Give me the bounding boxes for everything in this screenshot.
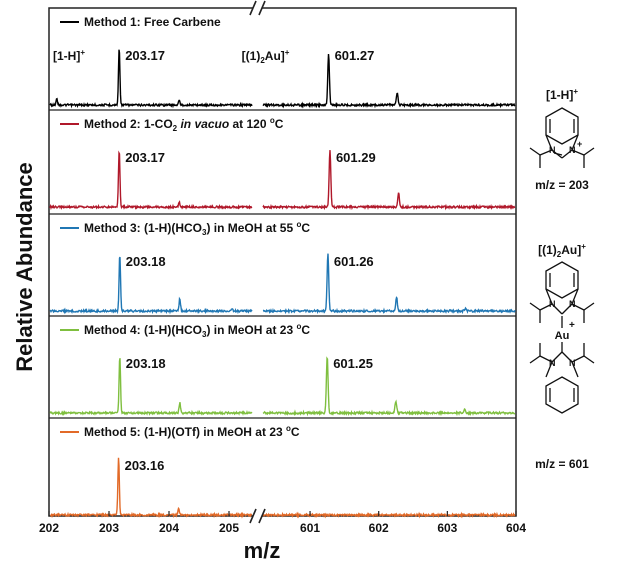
- peak-label: 601.29: [336, 150, 376, 165]
- x-tick-label: 202: [39, 521, 59, 535]
- plot-area: Method 1: Free Carbene 203.17 601.27 [1-H]+…: [39, 0, 526, 535]
- spectrum-trace: [49, 256, 253, 315]
- legend-label: Method 2: 1-CO2​ in vacuo at 120 o​C: [84, 116, 284, 133]
- species-label: [1-H]+: [53, 48, 85, 63]
- monomer-n-left: N: [549, 145, 556, 155]
- benzimidazolium-drawing: [529, 107, 595, 168]
- peak-label: 203.18: [126, 356, 166, 371]
- spectrum-trace: [262, 150, 516, 211]
- legend-label: Method 4: (1-H)(HCO3​) in MeOH at 23 o​C: [84, 322, 310, 339]
- spectrum-trace: [49, 457, 253, 519]
- monomer-n-right: N: [569, 145, 576, 155]
- axis-break-gap: [253, 510, 262, 522]
- axis-break-gap: [253, 2, 262, 14]
- spectrum-trace: [49, 358, 253, 416]
- dimer-n2: N: [569, 299, 576, 309]
- x-tick-label: 204: [159, 521, 179, 535]
- axis-break-mark: [249, 508, 257, 524]
- spectrum-trace: [262, 253, 516, 315]
- legend-label: Method 5: (1-H)(OTf) in MeOH at 23 o​C: [84, 424, 300, 439]
- peak-label: 203.17: [125, 150, 165, 165]
- axis-break-mark: [258, 508, 266, 524]
- x-tick-label: 602: [369, 521, 389, 535]
- x-tick-label: 205: [219, 521, 239, 535]
- gold-dimer-structure: [(1)2Au]+: [529, 242, 595, 471]
- monomer-mz: m/z = 203: [535, 178, 589, 192]
- spectrum-trace: [49, 49, 253, 109]
- spectrum-trace: [262, 53, 516, 109]
- monomer-charge: +: [577, 139, 582, 149]
- peak-label: 601.27: [335, 48, 375, 63]
- axis-break-mark: [249, 0, 257, 16]
- dimer-drawing: [529, 261, 595, 414]
- legend-label: Method 3: (1-H)(HCO3​) in MeOH at 55 o​C: [84, 220, 310, 237]
- dimer-mz: m/z = 601: [535, 457, 589, 471]
- dimer-n1: N: [549, 299, 556, 309]
- dimer-charge: +: [569, 320, 575, 331]
- species-label: [(1)2Au]+: [242, 48, 290, 65]
- legend-label: Method 1: Free Carbene: [84, 15, 221, 29]
- peak-label: 601.26: [334, 254, 374, 269]
- x-tick-label: 603: [437, 521, 457, 535]
- peak-label: 203.16: [125, 458, 165, 473]
- peak-label: 601.25: [333, 356, 373, 371]
- peak-label: 203.18: [126, 254, 166, 269]
- x-axis-label: m/z: [244, 538, 281, 563]
- y-axis-label: Relative Abundance: [12, 162, 37, 371]
- dimer-title: [(1)2Au]+: [538, 242, 586, 259]
- spectrum-trace: [262, 356, 516, 417]
- monomer-title: [1-H]+: [546, 87, 578, 102]
- peak-label: 203.17: [125, 48, 165, 63]
- x-tick-label: 601: [300, 521, 320, 535]
- monomer-structure: [1-H]+ N N + m/z = 203: [529, 87, 595, 192]
- x-tick-label: 203: [99, 521, 119, 535]
- spectrum-trace: [49, 150, 253, 211]
- dimer-metal: Au: [555, 330, 570, 342]
- dimer-n3: N: [549, 358, 556, 368]
- spectrum-trace: [262, 511, 516, 519]
- axis-break-mark: [258, 0, 266, 16]
- dimer-n4: N: [569, 358, 576, 368]
- x-tick-label: 604: [506, 521, 526, 535]
